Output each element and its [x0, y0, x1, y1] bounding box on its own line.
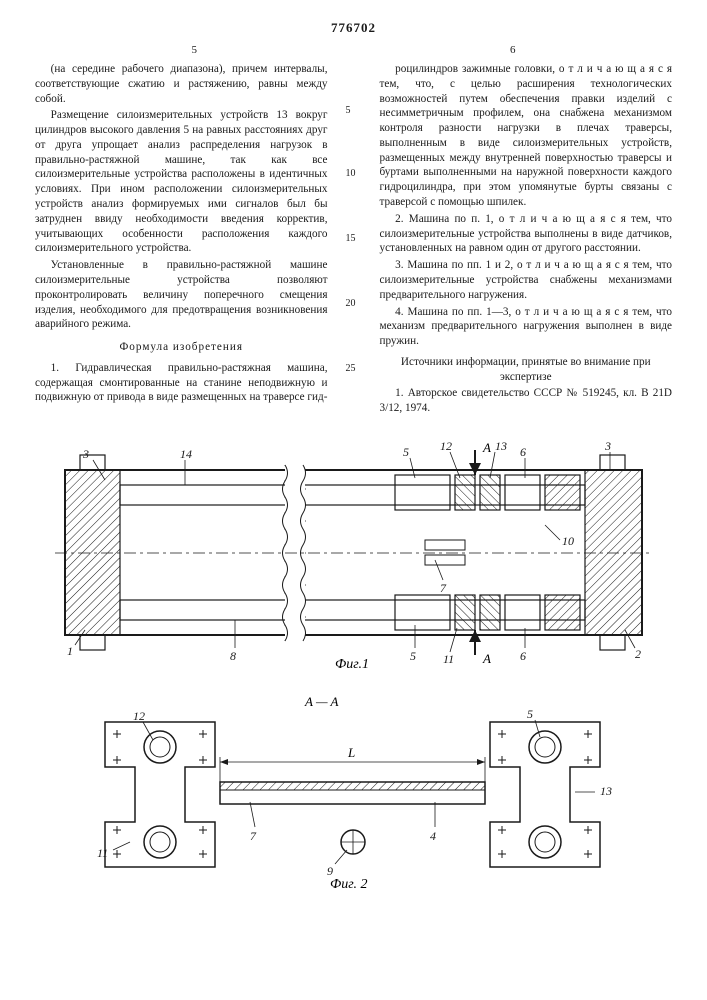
callout: 13 [600, 784, 612, 798]
figure-1: A A 3 14 5 12 13 6 3 10 7 1 8 5 11 6 [35, 430, 672, 680]
left-p4: 1. Гидравлическая правильно-растяжная ма… [35, 361, 328, 405]
right-p1: роцилиндров зажимные головки, о т л и ч … [380, 62, 673, 210]
callout: 2 [635, 647, 641, 661]
callout: 1 [67, 644, 73, 658]
right-p2: 2. Машина по п. 1, о т л и ч а ю щ а я с… [380, 212, 673, 256]
callout: 10 [562, 534, 574, 548]
line-marker: 20 [346, 297, 356, 310]
callout: 12 [133, 709, 145, 723]
callout: 6 [520, 445, 526, 459]
callout: 7 [440, 581, 447, 595]
document-number: 776702 [35, 20, 672, 36]
callout: 11 [443, 652, 454, 666]
fig1-label: Фиг.1 [335, 657, 369, 672]
dim-L: L [347, 745, 355, 760]
section-a-bottom: A [482, 651, 491, 666]
callout: 5 [410, 649, 416, 663]
left-p2: Размещение силоизмерительных устройств 1… [35, 108, 328, 256]
line-number-gutter: 5 10 15 20 25 [346, 62, 362, 418]
line-marker: 5 [346, 104, 351, 117]
left-column: (на середине рабочего диапазона), причем… [35, 62, 328, 418]
callout: 14 [180, 447, 192, 461]
right-p3: 3. Машина по пп. 1 и 2, о т л и ч а ю щ … [380, 258, 673, 302]
sources-title: Источники информации, принятые во вниман… [380, 355, 673, 385]
right-column: роцилиндров зажимные головки, о т л и ч … [380, 62, 673, 418]
formula-title: Формула изобретения [35, 340, 328, 355]
section-aa-label: A — A [304, 694, 339, 709]
callout: 3 [604, 439, 611, 453]
line-marker: 15 [346, 232, 356, 245]
callout: 11 [97, 846, 108, 860]
line-marker: 25 [346, 362, 356, 375]
callout: 9 [327, 864, 333, 878]
callout: 6 [520, 649, 526, 663]
callout: 7 [250, 829, 257, 843]
section-a-top: A [482, 440, 491, 455]
callout: 12 [440, 439, 452, 453]
page-num-right: 6 [510, 44, 516, 56]
right-p5: 1. Авторское свидетельство СССР № 519245… [380, 386, 673, 416]
figure-2: A — A [35, 692, 672, 892]
callout: 4 [430, 829, 436, 843]
page-num-left: 5 [192, 44, 198, 56]
callout: 5 [403, 445, 409, 459]
callout: 13 [495, 439, 507, 453]
callout: 3 [82, 447, 89, 461]
left-p3: Установленные в правильно-растяжной маши… [35, 258, 328, 332]
fig2-label: Фиг. 2 [330, 877, 368, 892]
left-p1: (на середине рабочего диапазона), причем… [35, 62, 328, 106]
callout: 8 [230, 649, 236, 663]
callout: 5 [527, 707, 533, 721]
right-p4: 4. Машина по пп. 1—3, о т л и ч а ю щ а … [380, 305, 673, 349]
line-marker: 10 [346, 167, 356, 180]
